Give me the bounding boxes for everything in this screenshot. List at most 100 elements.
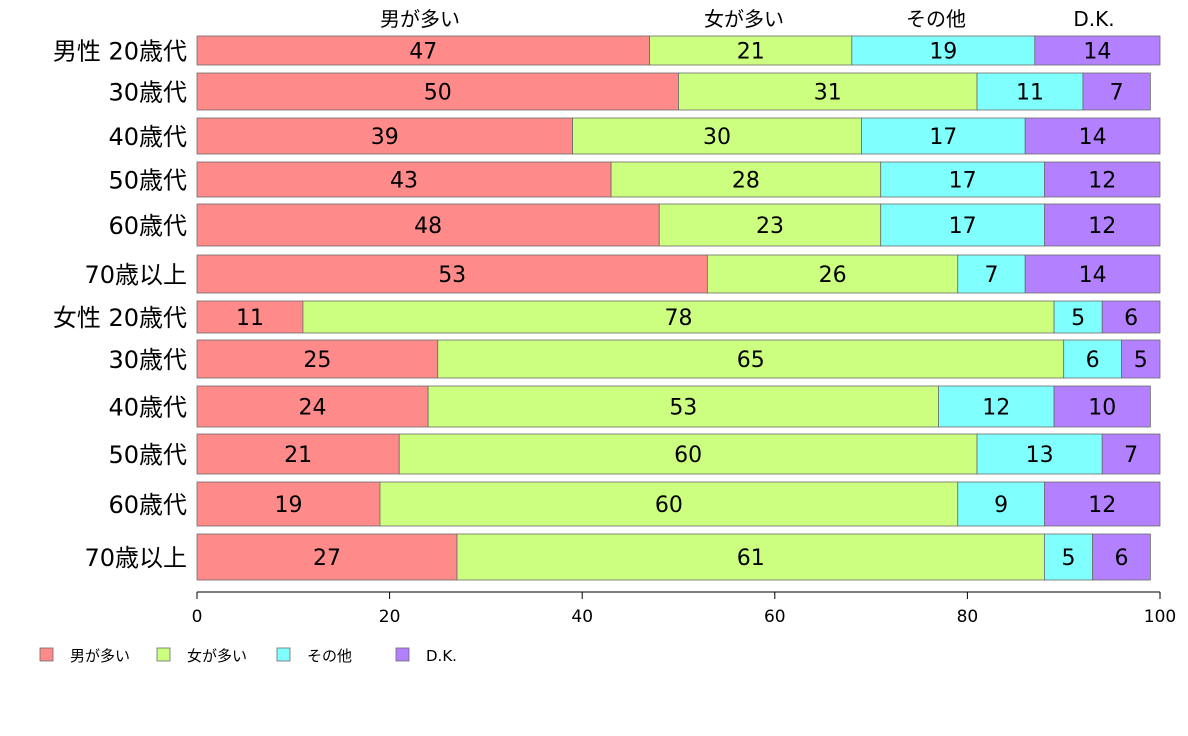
category-label: 30歳代 bbox=[108, 346, 187, 374]
data-label: 10 bbox=[1088, 396, 1116, 421]
data-label: 12 bbox=[1088, 214, 1116, 239]
data-label: 6 bbox=[1114, 546, 1128, 571]
bar-row: 39 30 17 14 bbox=[196, 117, 1161, 155]
data-label: 14 bbox=[1083, 40, 1111, 65]
bar-segment bbox=[1092, 533, 1151, 581]
bar-segment bbox=[196, 72, 679, 111]
category-label: 60歳代 bbox=[108, 212, 187, 240]
bar-segment bbox=[678, 72, 978, 111]
bar-segment bbox=[196, 117, 573, 155]
bar-segment bbox=[610, 161, 882, 198]
bar-segment bbox=[1082, 72, 1151, 111]
bar-segment bbox=[1101, 433, 1161, 475]
x-axis: 0 20 40 60 80 100 bbox=[192, 591, 1176, 627]
data-label: 24 bbox=[299, 396, 327, 421]
data-label: 17 bbox=[949, 169, 977, 194]
category-label: 60歳代 bbox=[108, 491, 187, 519]
bar-segment bbox=[196, 339, 439, 379]
legend-swatch bbox=[39, 647, 54, 662]
bar-segment bbox=[1063, 339, 1122, 379]
data-label: 17 bbox=[929, 125, 957, 150]
data-label: 14 bbox=[1079, 125, 1107, 150]
bar-segment bbox=[957, 481, 1045, 527]
bar-segment bbox=[976, 72, 1084, 111]
data-label: 5 bbox=[1134, 348, 1148, 373]
data-label: 25 bbox=[303, 348, 331, 373]
data-label: 6 bbox=[1124, 306, 1138, 331]
bar-segment bbox=[196, 433, 400, 475]
data-label: 14 bbox=[1079, 263, 1107, 288]
category-label: 40歳代 bbox=[108, 123, 187, 151]
data-label: 26 bbox=[819, 263, 847, 288]
legend-item: D.K. bbox=[395, 647, 457, 665]
bar-segment bbox=[957, 254, 1026, 294]
bar-segment bbox=[196, 254, 708, 294]
data-label: 7 bbox=[1124, 443, 1138, 468]
bar-segment bbox=[196, 35, 651, 66]
category-label: 女性 20歳代 bbox=[53, 304, 187, 332]
category-label: 50歳代 bbox=[108, 167, 187, 195]
series-header-label: D.K. bbox=[1073, 7, 1114, 31]
category-label: 40歳代 bbox=[108, 394, 187, 422]
bar-segment bbox=[706, 254, 959, 294]
category-label: 70歳以上 bbox=[84, 544, 187, 572]
data-label: 53 bbox=[438, 263, 466, 288]
bar-segment bbox=[938, 385, 1055, 428]
x-tick-label: 100 bbox=[1144, 607, 1176, 627]
category-label: 50歳代 bbox=[108, 441, 187, 469]
bar-segment bbox=[456, 533, 1045, 581]
data-label: 65 bbox=[737, 348, 765, 373]
data-label: 28 bbox=[732, 169, 760, 194]
data-label: 43 bbox=[390, 169, 418, 194]
x-tick-label: 60 bbox=[764, 607, 786, 627]
top-labels: 男が多い 女が多い その他 D.K. bbox=[380, 7, 1115, 31]
legend-label: その他 bbox=[307, 647, 352, 665]
category-label: 30歳代 bbox=[108, 79, 187, 107]
data-label: 60 bbox=[655, 493, 683, 518]
x-tick-label: 80 bbox=[957, 607, 979, 627]
data-label: 11 bbox=[236, 306, 264, 331]
bar-segment bbox=[880, 203, 1045, 247]
legend-swatch bbox=[276, 647, 291, 662]
bar-segment bbox=[427, 385, 939, 428]
data-label: 19 bbox=[929, 40, 957, 65]
data-label: 19 bbox=[274, 493, 302, 518]
bar-segment bbox=[196, 481, 381, 527]
bar-segment bbox=[1044, 203, 1161, 247]
bar-row: 43 28 17 12 bbox=[196, 161, 1161, 198]
data-label: 11 bbox=[1016, 81, 1044, 106]
category-label: 男性 20歳代 bbox=[53, 38, 187, 66]
bar-segment bbox=[1024, 254, 1161, 294]
legend-label: 女が多い bbox=[187, 647, 247, 665]
legend-item: 男が多い bbox=[39, 647, 130, 665]
data-label: 5 bbox=[1071, 306, 1085, 331]
data-label: 5 bbox=[1062, 546, 1076, 571]
series-header-label: 女が多い bbox=[704, 7, 784, 31]
bar-segment bbox=[1044, 161, 1161, 198]
series-header-label: 男が多い bbox=[380, 7, 460, 31]
data-label: 30 bbox=[703, 125, 731, 150]
series-header-label: その他 bbox=[906, 7, 966, 31]
bar-row: 25 65 6 5 bbox=[196, 339, 1161, 379]
bar-segment bbox=[1121, 339, 1161, 379]
data-label: 61 bbox=[737, 546, 765, 571]
data-label: 13 bbox=[1026, 443, 1054, 468]
bar-segment bbox=[196, 533, 458, 581]
data-label: 12 bbox=[982, 396, 1010, 421]
data-label: 12 bbox=[1088, 493, 1116, 518]
data-label: 78 bbox=[665, 306, 693, 331]
data-label: 31 bbox=[814, 81, 842, 106]
data-label: 47 bbox=[409, 40, 437, 65]
bar-row: 50 31 11 7 bbox=[196, 72, 1151, 111]
legend-label: 男が多い bbox=[70, 647, 130, 665]
category-label: 70歳以上 bbox=[84, 261, 187, 289]
bar-row: 27 61 5 6 bbox=[196, 533, 1151, 581]
x-tick-label: 0 bbox=[192, 607, 203, 627]
data-label: 17 bbox=[949, 214, 977, 239]
data-label: 27 bbox=[313, 546, 341, 571]
bar-row: 24 53 12 10 bbox=[196, 385, 1151, 428]
data-label: 9 bbox=[994, 493, 1008, 518]
bar-row: 19 60 9 12 bbox=[196, 481, 1161, 527]
bar-row: 11 78 5 6 bbox=[196, 300, 1161, 334]
